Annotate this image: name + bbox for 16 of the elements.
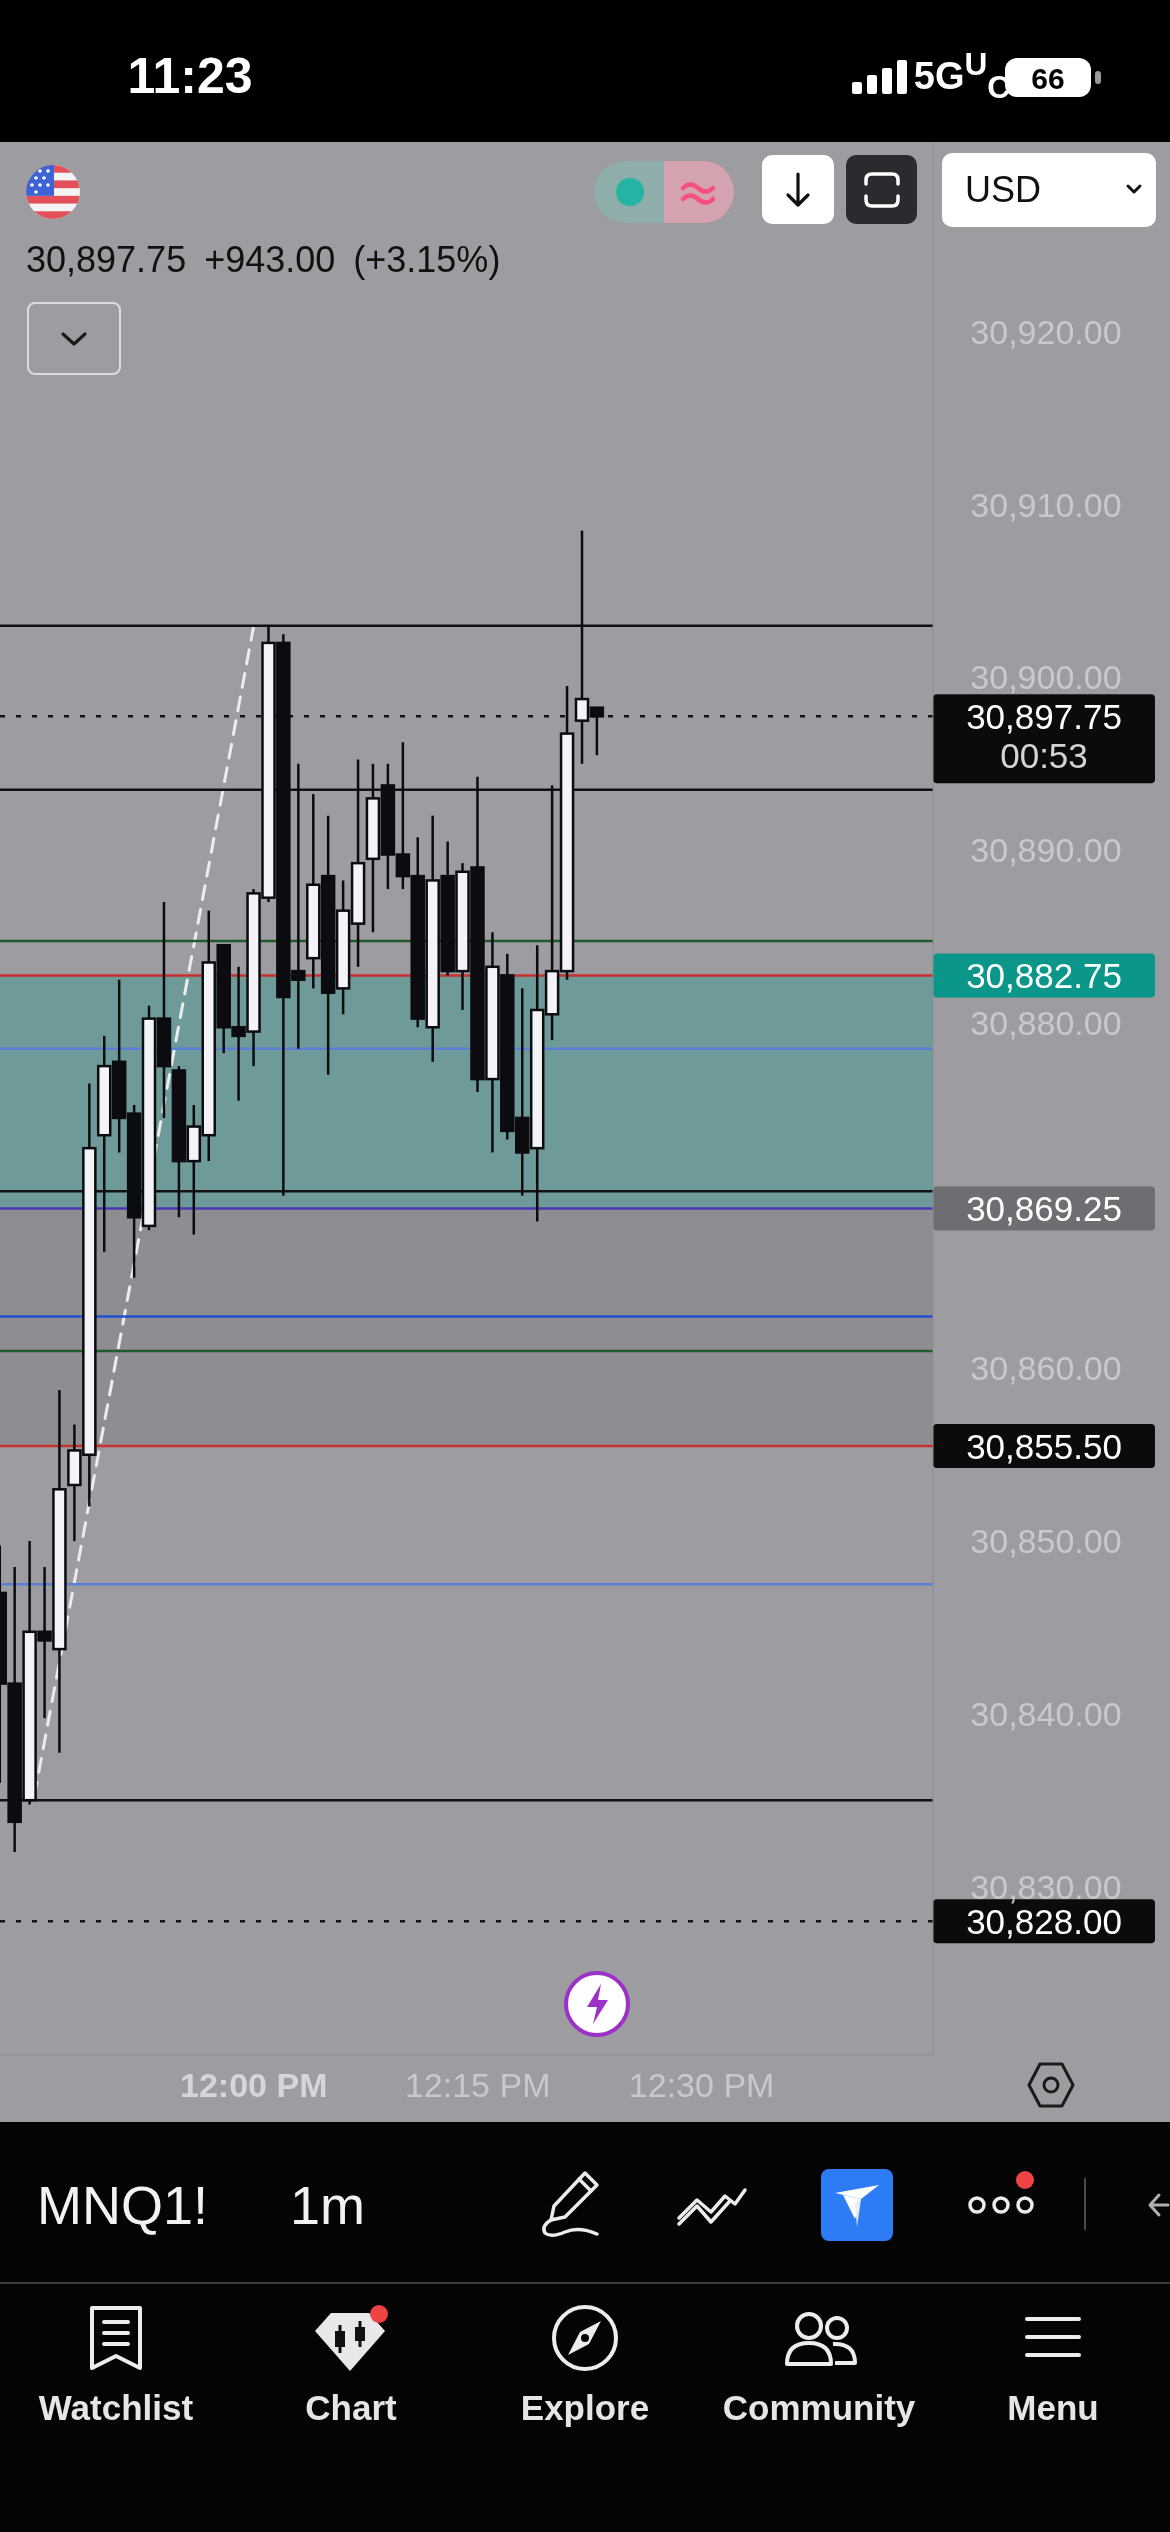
ref-line-label: 30,855.50 bbox=[966, 1426, 1122, 1466]
text: 66 bbox=[1031, 61, 1065, 95]
text: USD bbox=[965, 169, 1042, 211]
text: Watchlist bbox=[38, 2387, 194, 2428]
text: MNQ1! bbox=[37, 2175, 209, 2236]
text: 1m bbox=[290, 2175, 366, 2236]
text: 30,897.75 +943.00 (+3.15%) bbox=[26, 239, 501, 281]
x-tick-label: 12:00 PM bbox=[180, 2066, 328, 2104]
band-label: 30,882.75 bbox=[966, 955, 1122, 995]
text: Chart bbox=[305, 2387, 397, 2428]
text: Community bbox=[722, 2387, 916, 2428]
text: 11:23 bbox=[127, 47, 253, 104]
text: Menu bbox=[1007, 2387, 1099, 2428]
ref-line-label: 30,897.75 00:53 bbox=[966, 696, 1122, 775]
band-label: 30,869.25 bbox=[966, 1189, 1122, 1229]
text: Explore bbox=[520, 2387, 650, 2428]
